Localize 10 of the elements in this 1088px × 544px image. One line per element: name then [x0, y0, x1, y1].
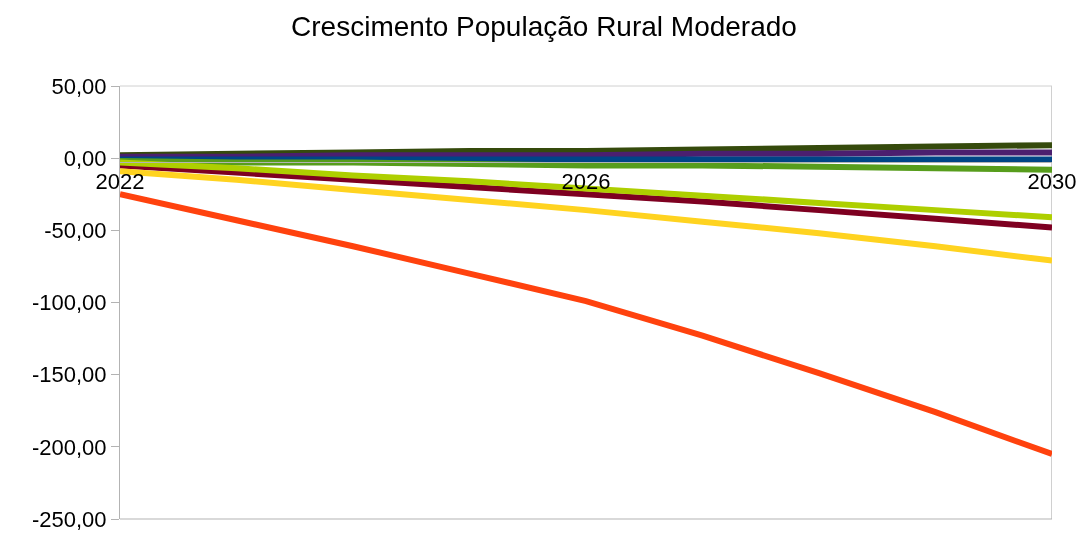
- x-tick-label: 2022: [95, 169, 145, 195]
- y-tick-label: -250,00: [31, 506, 107, 532]
- y-tick-label: -150,00: [31, 362, 107, 388]
- y-tick-label: 50,00: [51, 73, 107, 99]
- x-tick-label: 2030: [1027, 169, 1077, 195]
- y-tick-label: 0,00: [63, 145, 107, 171]
- chart-title: Crescimento População Rural Moderado: [291, 10, 797, 42]
- y-tick-label: -50,00: [44, 218, 107, 244]
- y-tick-label: -200,00: [31, 434, 107, 460]
- y-tick-label: -100,00: [31, 290, 107, 316]
